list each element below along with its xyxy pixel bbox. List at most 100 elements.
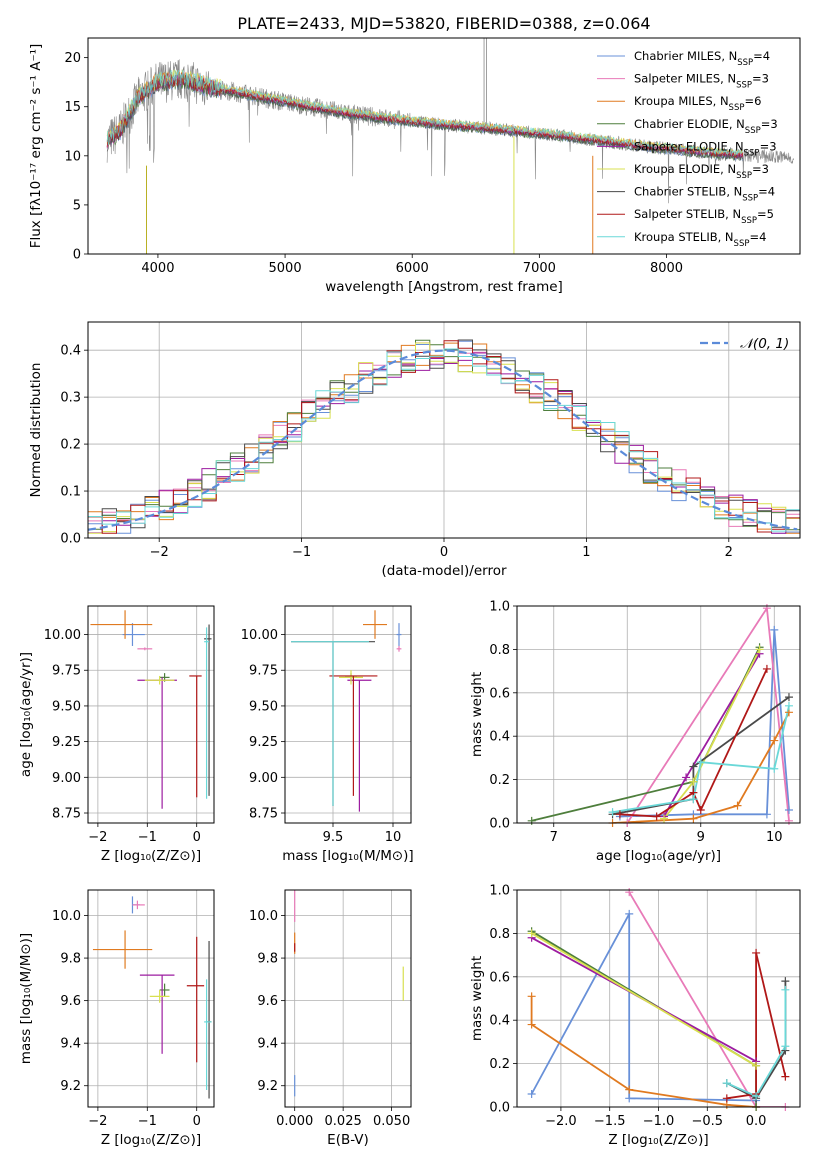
y-tick-label: 9.8: [257, 952, 278, 967]
datapoint-salpeter_elodie: [347, 679, 372, 812]
y-tick-label: 0.2: [489, 773, 510, 788]
y-axis-label: Normed distribution: [28, 363, 44, 498]
y-tick-label: 15: [64, 100, 81, 115]
datapoint-salpeter_miles: [132, 900, 145, 910]
legend-tail: =3: [761, 117, 778, 131]
axes-frame: [87, 321, 801, 539]
series-marker-salpeter_stelib: [696, 805, 705, 814]
plot-area-massweight_vs_Z: [517, 890, 800, 1107]
series-marker-kroupa_elodie: [755, 645, 764, 654]
x-tick-label: 0.025: [325, 1114, 362, 1129]
y-tick-label: 9.2: [257, 1079, 278, 1094]
y-tick-label: 1.0: [489, 884, 510, 899]
series-marker-kroupa_miles: [733, 801, 742, 810]
series-line-chabrier_elodie: [531, 930, 757, 1107]
series-marker-kroupa_stelib: [696, 758, 705, 767]
legend-entry-salpeter_stelib: Salpeter STELIB, NSSP=5: [634, 207, 774, 226]
datapoint-salpeter_elodie: [137, 677, 177, 809]
legend-subscript: SSP: [744, 148, 760, 158]
normal-curve: [88, 349, 798, 531]
x-tick-label: 0.0: [746, 1114, 767, 1129]
legend-tail: =5: [757, 207, 774, 221]
series-marker-kroupa_miles: [625, 1085, 634, 1094]
series-marker-kroupa_elodie: [660, 814, 669, 823]
series-marker-chabrier_stelib: [689, 762, 698, 771]
y-axis-label: Flux [fλ10⁻¹⁷ erg cm⁻² s⁻¹ A⁻¹]: [28, 44, 44, 249]
datapoint-kroupa_miles: [363, 610, 387, 639]
legend-entry-chabrier_miles: Chabrier MILES, NSSP=4: [634, 49, 770, 68]
series-marker-chabrier_miles: [770, 625, 779, 634]
axes-frame: [284, 889, 412, 1108]
series-marker-kroupa_miles: [527, 992, 536, 1001]
series-line-chabrier_miles: [530, 913, 757, 1102]
series-marker-chabrier_miles: [625, 909, 634, 918]
y-tick-label: 0.0: [60, 532, 81, 547]
y-axis-label: mass weight: [469, 956, 485, 1041]
figure-title: PLATE=2433, MJD=53820, FIBERID=0388, z=0…: [237, 14, 650, 33]
series-marker-kroupa_stelib: [781, 985, 790, 994]
plot-area-spectrum: [106, 38, 794, 254]
y-tick-label: 9.6: [257, 994, 278, 1009]
y-tick-label: 0.6: [489, 970, 510, 985]
plot-area-age_vs_mass: [285, 606, 411, 823]
x-tick-label: 9.5: [323, 830, 344, 845]
x-tick-label: −1.5: [594, 1114, 626, 1129]
x-axis-label: wavelength [Angstrom, rest frame]: [325, 279, 563, 295]
legend-entry-normal: 𝒩(0, 1): [740, 336, 789, 352]
datapoint-salpeter_stelib: [329, 675, 378, 796]
x-tick-label: 10: [766, 830, 783, 845]
x-axis-label: Z [log₁₀(Z/Z⊙)]: [101, 848, 201, 864]
series-marker-kroupa_stelib: [784, 701, 793, 710]
y-tick-label: 9.75: [249, 664, 278, 679]
y-tick-label: 10: [64, 149, 81, 164]
x-tick-label: 8000: [650, 261, 683, 276]
x-tick-label: 7000: [523, 261, 556, 276]
y-tick-label: 0.1: [60, 485, 81, 500]
datapoint-kroupa_elodie: [149, 989, 170, 1003]
datapoint-salpeter_miles: [396, 645, 402, 652]
x-tick-label: 0: [440, 545, 448, 560]
y-tick-label: 9.8: [60, 952, 81, 967]
axes-frame: [87, 605, 215, 824]
x-axis-label: mass [log₁₀(M/M⊙)]: [282, 848, 413, 864]
legend-tail: =4: [749, 230, 766, 244]
x-tick-label: 6000: [396, 261, 429, 276]
series-marker-kroupa_miles: [527, 1020, 536, 1029]
series-marker-salpeter_stelib: [652, 812, 661, 821]
series-marker-kroupa_stelib: [770, 764, 779, 773]
panel-age_vs_Z: −2 −1 0 8.75 9.00 9.25 9.50 9.75 10.00 Z [log₁₀(Z…: [18, 605, 215, 864]
y-axis-label: age [log₁₀(age/yr)]: [18, 652, 34, 777]
y-tick-label: 9.50: [249, 699, 278, 714]
x-axis-label: (data-model)/error: [381, 563, 507, 579]
x-tick-label: 4000: [141, 261, 174, 276]
series-marker-chabrier_stelib: [781, 977, 790, 986]
x-tick-label: 0: [193, 1114, 201, 1129]
legend-tail: =3: [752, 162, 769, 176]
series-marker-salpeter_stelib: [722, 1094, 731, 1103]
y-tick-label: 9.50: [52, 699, 81, 714]
axes-frame: [284, 605, 412, 824]
series-marker-chabrier_miles: [527, 1089, 536, 1098]
y-tick-label: 0.4: [489, 1014, 510, 1029]
x-axis-label: age [log₁₀(age/yr)]: [596, 848, 721, 864]
series-marker-kroupa_stelib: [689, 795, 698, 804]
x-tick-label: −1: [138, 830, 157, 845]
legend-tail: =4: [753, 49, 770, 63]
y-tick-label: 9.75: [52, 664, 81, 679]
series-marker-kroupa_elodie: [527, 929, 536, 938]
series-line-chabrier_miles: [619, 629, 790, 818]
datapoint-kroupa_stelib: [204, 627, 210, 799]
y-tick-label: 0.4: [489, 730, 510, 745]
legend-tail: =6: [744, 94, 761, 108]
legend-subscript: SSP: [742, 194, 758, 204]
y-tick-label: 0.8: [489, 927, 510, 942]
datapoint-salpeter_stelib: [189, 675, 202, 798]
y-tick-label: 10.00: [241, 628, 278, 643]
legend-subscript: SSP: [745, 126, 761, 136]
series-marker-chabrier_miles: [625, 1094, 634, 1103]
y-tick-label: 1.0: [489, 600, 510, 615]
legend-tail: =3: [760, 139, 777, 153]
datapoint-chabrier_elodie: [159, 983, 170, 997]
plot-area-mass_vs_ebv: [285, 890, 411, 1107]
legend-entry-chabrier_stelib: Chabrier STELIB, NSSP=4: [634, 185, 775, 204]
